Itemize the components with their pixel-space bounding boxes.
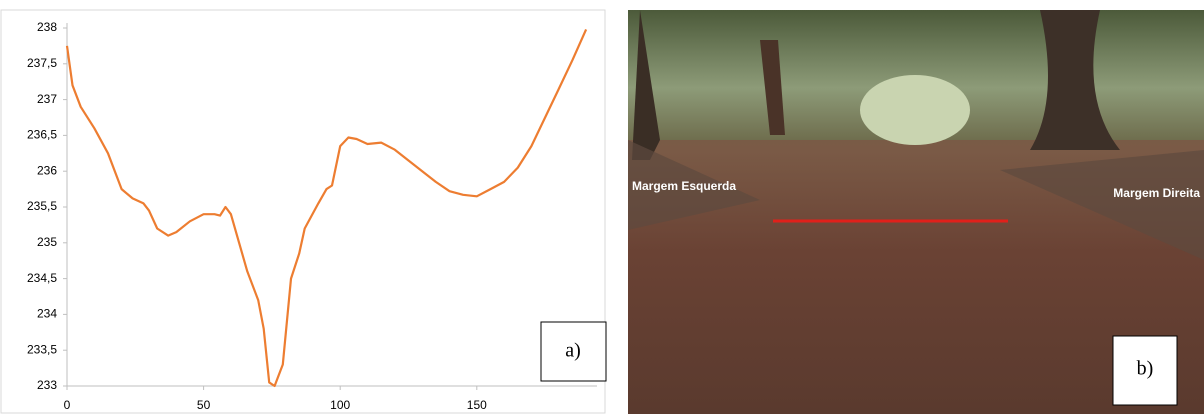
y-tick-label: 237 — [37, 92, 57, 106]
figure: 233 233,5 234 234,5 235 235,5 236 236,5 237 237,5… — [0, 0, 1204, 414]
photo-light — [860, 75, 970, 145]
panel-label: a) — [565, 340, 581, 362]
photo: Margem Esquerda Margem Direita b) — [628, 10, 1204, 414]
y-tick-label: 238 — [37, 20, 57, 34]
y-tick-label: 233 — [37, 378, 57, 392]
right-bank-label: Margem Direita — [1113, 186, 1200, 200]
y-tick-label: 236 — [37, 163, 57, 177]
y-tick-label: 236,5 — [27, 128, 57, 142]
y-tick-label: 233,5 — [27, 342, 57, 356]
y-tick-label: 235 — [37, 235, 57, 249]
x-tick-label: 0 — [64, 398, 71, 412]
x-tick-label: 100 — [330, 398, 350, 412]
panel-label: b) — [1137, 358, 1154, 380]
x-tick-label: 150 — [467, 398, 487, 412]
y-tick-label: 234 — [37, 307, 57, 321]
y-tick-label: 234,5 — [27, 271, 57, 285]
y-tick-label: 235,5 — [27, 199, 57, 213]
chart-frame — [1, 10, 605, 413]
left-bank-label: Margem Esquerda — [632, 179, 736, 193]
x-tick-label: 50 — [197, 398, 211, 412]
y-tick-label: 237,5 — [27, 56, 57, 70]
